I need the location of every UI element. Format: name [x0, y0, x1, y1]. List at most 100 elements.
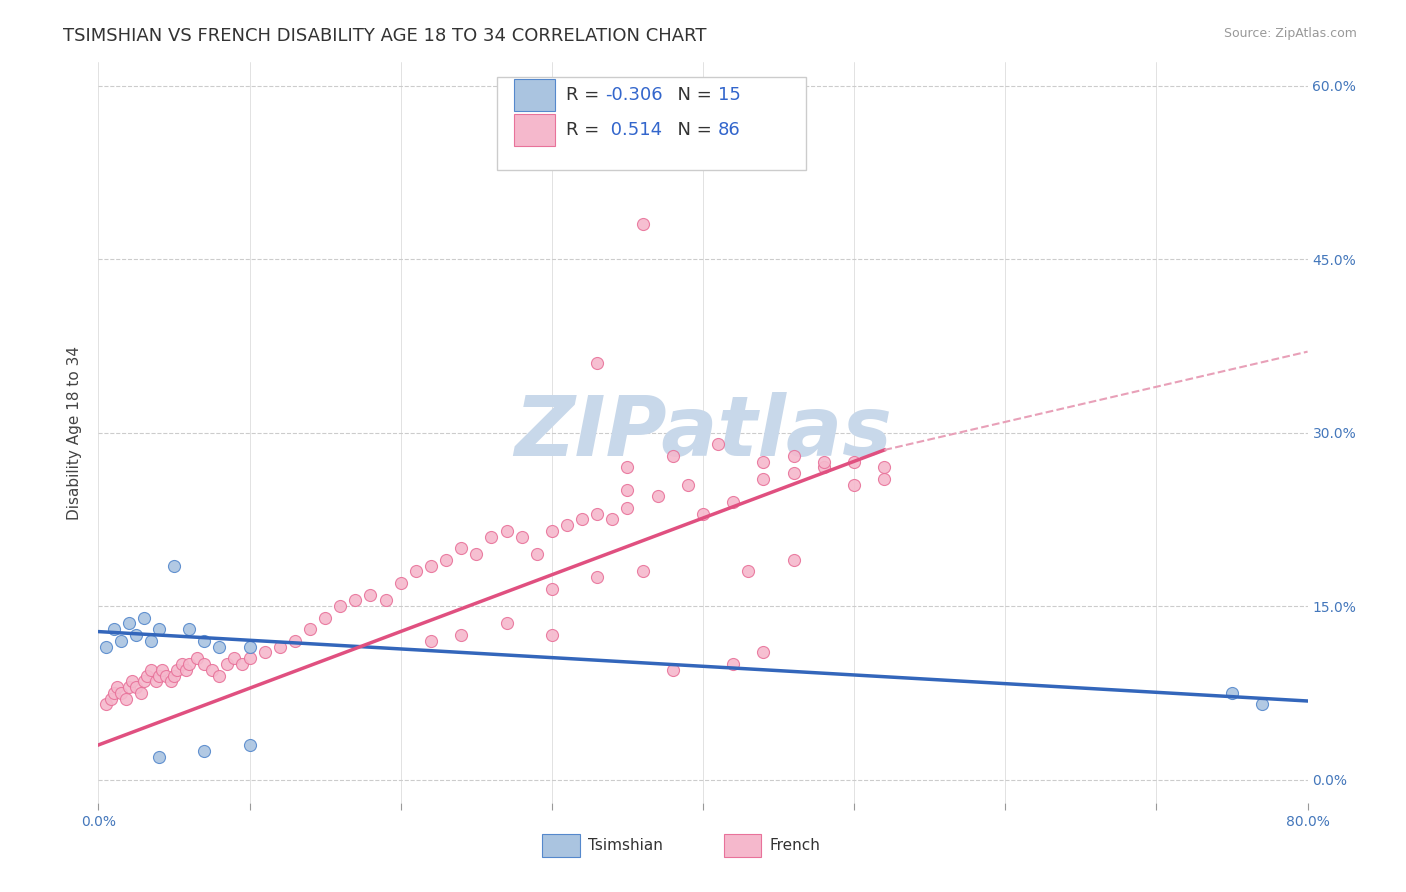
Point	[193, 744, 215, 758]
Point	[389, 576, 412, 591]
Point	[602, 512, 624, 526]
Point	[253, 645, 276, 659]
Point	[647, 489, 669, 503]
Point	[141, 663, 163, 677]
Point	[269, 640, 291, 654]
Point	[737, 565, 759, 579]
Point	[844, 454, 866, 468]
Point	[163, 668, 186, 682]
Text: R =: R =	[567, 120, 606, 139]
Point	[495, 524, 517, 538]
Point	[160, 674, 183, 689]
Point	[555, 518, 578, 533]
Point	[103, 622, 125, 636]
Point	[118, 616, 141, 631]
Text: TSIMSHIAN VS FRENCH DISABILITY AGE 18 TO 34 CORRELATION CHART: TSIMSHIAN VS FRENCH DISABILITY AGE 18 TO…	[63, 27, 707, 45]
Point	[344, 593, 367, 607]
Point	[813, 460, 835, 475]
Point	[631, 565, 654, 579]
Point	[118, 680, 141, 694]
Point	[239, 651, 262, 665]
Point	[692, 507, 714, 521]
Point	[239, 738, 262, 752]
Point	[148, 668, 170, 682]
Point	[374, 593, 396, 607]
Point	[420, 558, 443, 573]
Point	[360, 588, 382, 602]
Text: French: French	[769, 838, 820, 853]
Point	[495, 616, 517, 631]
Point	[752, 472, 775, 486]
Point	[540, 582, 562, 596]
Text: -0.306: -0.306	[605, 86, 662, 104]
Point	[676, 477, 699, 491]
Point	[616, 500, 638, 515]
Point	[783, 466, 806, 480]
FancyBboxPatch shape	[724, 834, 761, 857]
Text: 86: 86	[717, 120, 741, 139]
FancyBboxPatch shape	[515, 113, 555, 146]
Text: Source: ZipAtlas.com: Source: ZipAtlas.com	[1223, 27, 1357, 40]
Point	[179, 622, 201, 636]
Point	[844, 477, 866, 491]
Point	[179, 657, 201, 671]
Point	[125, 680, 148, 694]
Point	[231, 657, 253, 671]
Point	[193, 633, 215, 648]
Point	[284, 633, 307, 648]
Point	[1220, 686, 1243, 700]
Point	[114, 691, 136, 706]
Point	[329, 599, 352, 614]
Point	[94, 698, 117, 712]
Point	[163, 558, 186, 573]
Point	[166, 663, 188, 677]
Point	[873, 460, 896, 475]
Point	[155, 668, 177, 682]
Point	[239, 640, 262, 654]
FancyBboxPatch shape	[498, 78, 806, 169]
Text: 0.514: 0.514	[605, 120, 662, 139]
Point	[94, 640, 117, 654]
Point	[299, 622, 322, 636]
Point	[586, 570, 609, 584]
Point	[707, 437, 730, 451]
Point	[132, 674, 155, 689]
FancyBboxPatch shape	[543, 834, 579, 857]
Point	[208, 640, 231, 654]
Point	[193, 657, 215, 671]
Point	[481, 530, 503, 544]
Point	[616, 483, 638, 498]
Point	[132, 610, 155, 624]
Point	[540, 628, 562, 642]
Point	[723, 657, 745, 671]
Point	[110, 686, 132, 700]
FancyBboxPatch shape	[515, 78, 555, 112]
Point	[752, 454, 775, 468]
Text: N =: N =	[665, 86, 717, 104]
Point	[616, 460, 638, 475]
Point	[148, 749, 170, 764]
Point	[783, 449, 806, 463]
Point	[450, 628, 472, 642]
Point	[129, 686, 152, 700]
Point	[125, 628, 148, 642]
Point	[121, 674, 143, 689]
Point	[631, 218, 654, 232]
Point	[224, 651, 246, 665]
Point	[174, 663, 197, 677]
Point	[586, 356, 609, 370]
Point	[110, 633, 132, 648]
Point	[150, 663, 173, 677]
Point	[100, 691, 122, 706]
Point	[148, 622, 170, 636]
Point	[450, 541, 472, 556]
Point	[783, 553, 806, 567]
Point	[215, 657, 238, 671]
Text: N =: N =	[665, 120, 717, 139]
Point	[145, 674, 167, 689]
Point	[208, 668, 231, 682]
Point	[813, 454, 835, 468]
Point	[141, 633, 163, 648]
Point	[661, 663, 683, 677]
Point	[201, 663, 224, 677]
